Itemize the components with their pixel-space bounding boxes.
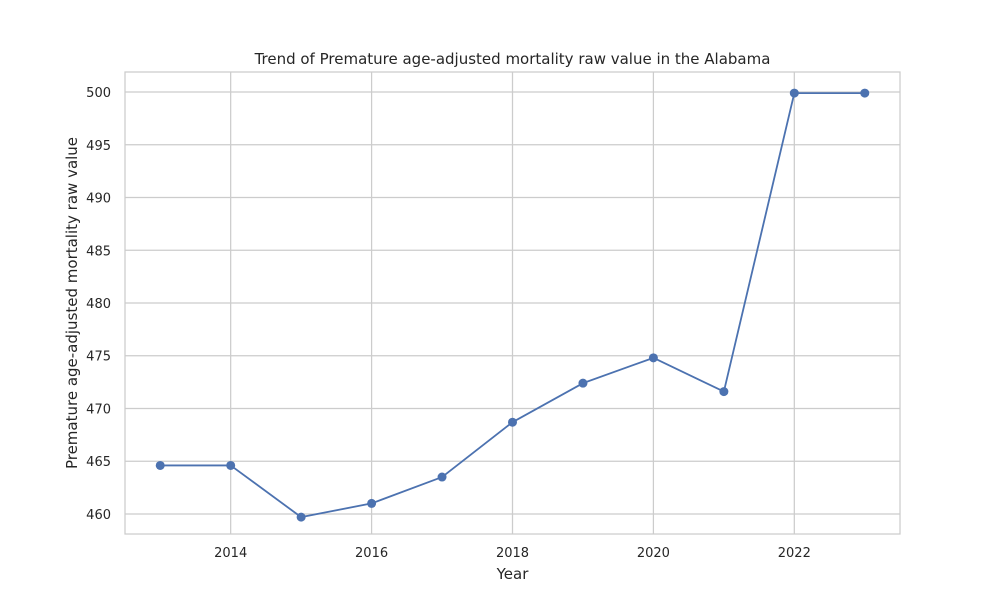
x-tick-label: 2018 [496,546,529,561]
data-point [578,378,588,388]
data-point [860,88,870,98]
grid-lines [125,72,900,534]
data-point [789,88,799,98]
y-tick-label: 490 [86,192,111,207]
x-tick-label: 2014 [214,546,247,561]
x-axis-label: Year [496,565,530,583]
data-series [155,88,870,522]
data-point [296,512,306,522]
y-tick-label: 485 [86,244,111,259]
data-point [719,387,729,397]
data-point [155,460,165,470]
data-point [367,498,377,508]
y-tick-label: 495 [86,139,111,154]
y-tick-label: 500 [86,86,111,101]
data-point [226,460,236,470]
y-tick-label: 460 [86,508,111,523]
x-tick-label: 2016 [355,546,388,561]
data-point [437,472,447,482]
tick-labels: 2014 2016 2018 2020 2022 460 465 470 475 480 485 49… [86,86,811,561]
y-tick-label: 480 [86,297,111,312]
plot-frame [124,71,901,535]
y-tick-label: 475 [86,350,111,365]
x-tick-label: 2022 [778,546,811,561]
data-point [508,417,517,427]
x-tick-label: 2020 [637,546,670,561]
data-point [648,353,658,363]
y-tick-label: 465 [86,455,111,470]
chart-title: Trend of Premature age-adjusted mortalit… [254,50,771,68]
y-axis-label: Premature age-adjusted mortality raw val… [63,137,81,469]
y-tick-label: 470 [86,402,111,417]
